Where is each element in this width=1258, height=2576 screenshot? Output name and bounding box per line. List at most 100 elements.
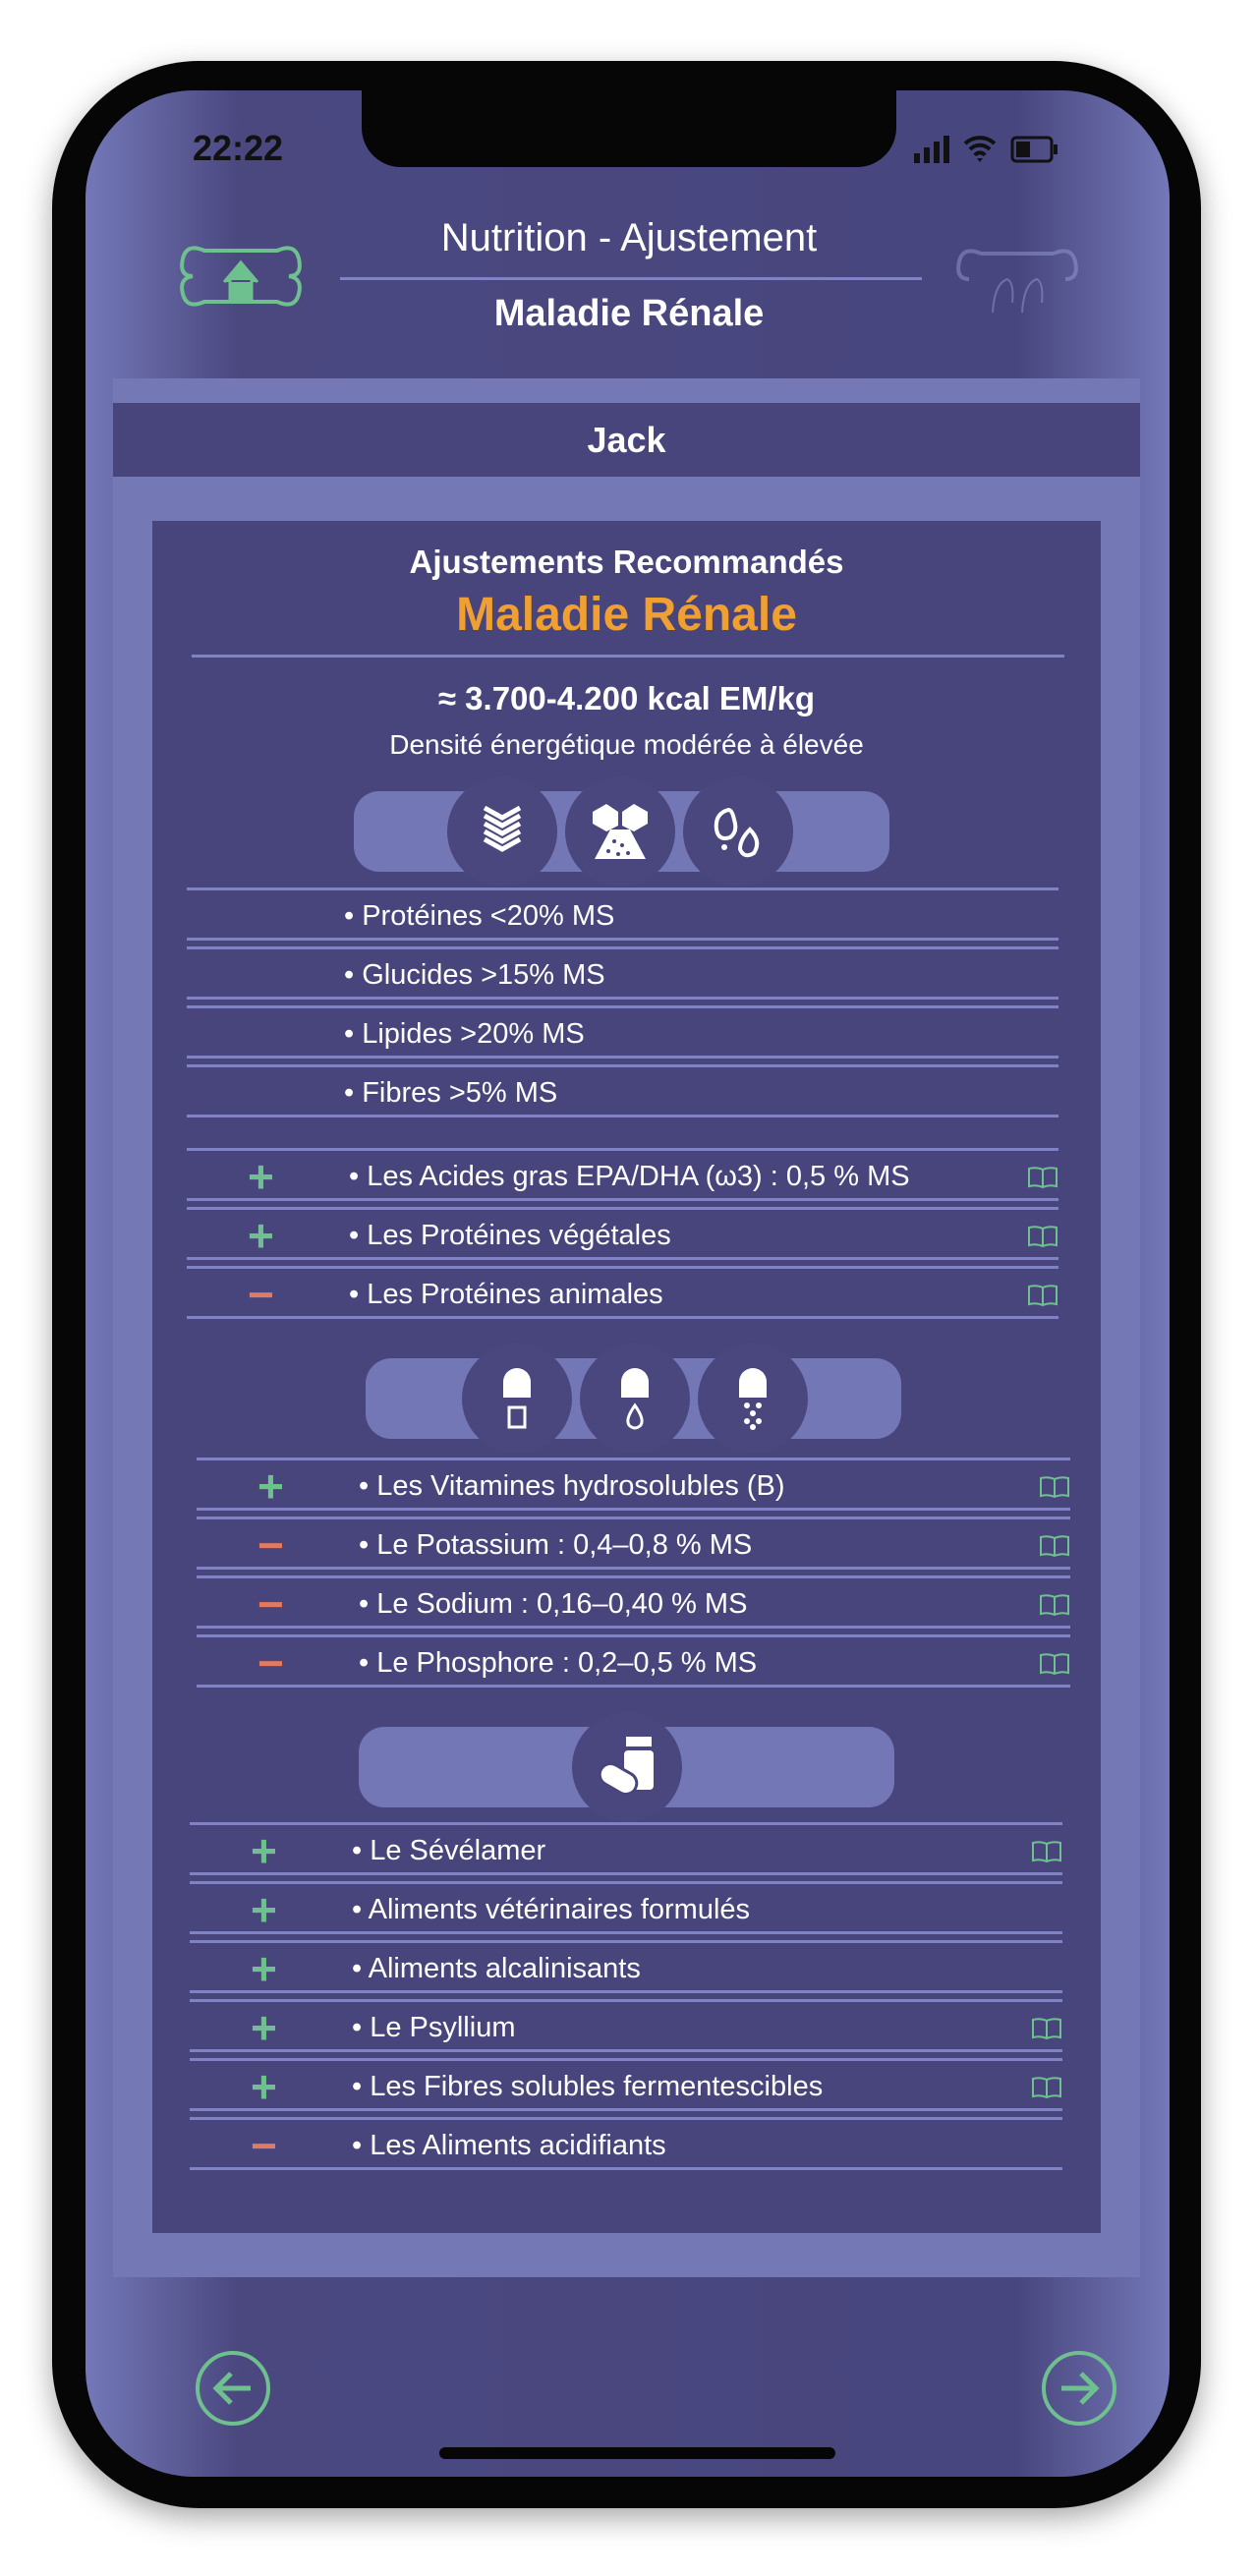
- minus-icon: −: [248, 1269, 274, 1320]
- wifi-icon: [963, 136, 997, 162]
- home-indicator: [439, 2447, 835, 2459]
- bone-home-icon[interactable]: [177, 241, 305, 312]
- card-heading: Ajustements Recommandés: [409, 544, 844, 580]
- row-divider: [190, 1822, 1062, 1825]
- energy-description: Densité énergétique modérée à élevée: [389, 729, 864, 760]
- item-text: • Aliments alcalinisants: [352, 1952, 641, 1984]
- list-item: − • Le Phosphore : 0,2–0,5 % MS: [197, 1633, 1070, 1692]
- row-divider: [187, 1148, 1058, 1151]
- book-reference-icon[interactable]: [1039, 1651, 1070, 1676]
- minus-icon: −: [257, 1519, 284, 1571]
- list-item: • Lipides >20% MS: [187, 1004, 1058, 1063]
- row-divider: [197, 1508, 1070, 1511]
- plus-icon: +: [251, 1825, 277, 1876]
- row-divider: [187, 1005, 1058, 1008]
- list-item: + • Les Fibres solubles fermentescibles: [190, 2057, 1062, 2116]
- item-text: • Les Protéines animales: [349, 1278, 663, 1310]
- row-divider: [190, 1872, 1062, 1875]
- book-reference-icon[interactable]: [1039, 1533, 1070, 1558]
- book-reference-icon[interactable]: [1027, 1224, 1058, 1248]
- row-divider: [187, 1257, 1058, 1260]
- item-text: • Les Acides gras EPA/DHA (ω3) : 0,5 % M…: [349, 1160, 910, 1192]
- patient-name: Jack: [113, 403, 1140, 477]
- bone-pets-icon[interactable]: [953, 244, 1081, 315]
- item-text: • Les Protéines végétales: [349, 1219, 671, 1251]
- notch: [362, 90, 896, 167]
- pills-bottle-icon: [572, 1712, 682, 1822]
- row-divider: [187, 997, 1058, 1000]
- list-item: − • Les Aliments acidifiants: [190, 2116, 1062, 2175]
- arrow-left-icon: [212, 2372, 251, 2405]
- item-text: • Les Vitamines hydrosolubles (B): [359, 1469, 785, 1502]
- item-text: • Les Aliments acidifiants: [352, 2129, 666, 2161]
- row-divider: [187, 887, 1058, 890]
- row-divider: [187, 1115, 1058, 1117]
- plus-icon: +: [248, 1151, 274, 1202]
- list-item: + • Le Sévélamer: [190, 1821, 1062, 1880]
- row-divider: [187, 1056, 1058, 1059]
- plus-icon: +: [251, 1884, 277, 1935]
- next-button[interactable]: [1042, 2351, 1116, 2426]
- protein-icon: [447, 776, 557, 887]
- plus-icon: +: [251, 2002, 277, 2053]
- book-reference-icon[interactable]: [1039, 1474, 1070, 1499]
- row-divider: [187, 1064, 1058, 1067]
- list-item: + • Aliments vétérinaires formulés: [190, 1880, 1062, 1939]
- row-divider: [197, 1458, 1070, 1460]
- row-divider: [197, 1575, 1070, 1578]
- item-text: • Fibres >5% MS: [344, 1076, 558, 1109]
- book-reference-icon[interactable]: [1031, 1839, 1062, 1863]
- row-divider: [197, 1626, 1070, 1629]
- capsule-mineral-icon: [462, 1344, 572, 1454]
- item-text: • Protéines <20% MS: [344, 899, 615, 932]
- item-text: • Lipides >20% MS: [344, 1017, 585, 1050]
- arrow-right-icon: [1061, 2372, 1100, 2405]
- book-reference-icon[interactable]: [1031, 2075, 1062, 2099]
- battery-icon: [1010, 136, 1058, 163]
- supplement-icons-bar: [359, 1712, 894, 1822]
- plus-icon: +: [251, 2061, 277, 2112]
- item-text: • Les Fibres solubles fermentescibles: [352, 2070, 824, 2102]
- minus-icon: −: [257, 1578, 284, 1630]
- book-reference-icon[interactable]: [1031, 2016, 1062, 2040]
- signal-icon: [914, 136, 949, 163]
- minus-icon: −: [251, 2120, 277, 2171]
- list-item: + • Les Protéines végétales: [187, 1206, 1058, 1265]
- row-divider: [197, 1517, 1070, 1519]
- list-item: • Fibres >5% MS: [187, 1063, 1058, 1122]
- plus-icon: +: [251, 1943, 277, 1994]
- row-divider: [190, 1990, 1062, 1993]
- carbohydrate-icon: [565, 776, 675, 887]
- row-divider: [187, 1198, 1058, 1201]
- row-divider: [187, 1266, 1058, 1269]
- row-divider: [190, 1999, 1062, 2002]
- row-divider: [197, 1685, 1070, 1688]
- row-divider: [190, 2108, 1062, 2111]
- list-item: − • Le Sodium : 0,16–0,40 % MS: [197, 1574, 1070, 1633]
- page-subtitle: Maladie Rénale: [493, 293, 765, 334]
- list-item: + • Les Acides gras EPA/DHA (ω3) : 0,5 % …: [187, 1147, 1058, 1206]
- row-divider: [197, 1567, 1070, 1570]
- disease-name: Maladie Rénale: [456, 589, 797, 641]
- micro-icons-bar: [366, 1344, 901, 1454]
- row-divider: [190, 1940, 1062, 1943]
- book-reference-icon[interactable]: [1027, 1283, 1058, 1307]
- status-time: 22:22: [193, 128, 284, 168]
- list-item: • Glucides >15% MS: [187, 945, 1058, 1004]
- title-divider: [340, 277, 922, 280]
- row-divider: [190, 2117, 1062, 2120]
- item-text: • Le Sévélamer: [352, 1834, 546, 1866]
- row-divider: [187, 938, 1058, 941]
- row-divider: [190, 2049, 1062, 2052]
- item-text: • Le Potassium : 0,4–0,8 % MS: [359, 1528, 753, 1561]
- row-divider: [190, 1881, 1062, 1884]
- row-divider: [190, 1931, 1062, 1934]
- back-button[interactable]: [196, 2351, 270, 2426]
- page-title: Nutrition - Ajustement: [440, 216, 818, 259]
- book-reference-icon[interactable]: [1027, 1165, 1058, 1189]
- capsule-drop-icon: [580, 1344, 690, 1454]
- book-reference-icon[interactable]: [1039, 1592, 1070, 1617]
- item-text: • Aliments vétérinaires formulés: [352, 1893, 751, 1925]
- list-item: + • Aliments alcalinisants: [190, 1939, 1062, 1998]
- card-divider: [192, 655, 1064, 658]
